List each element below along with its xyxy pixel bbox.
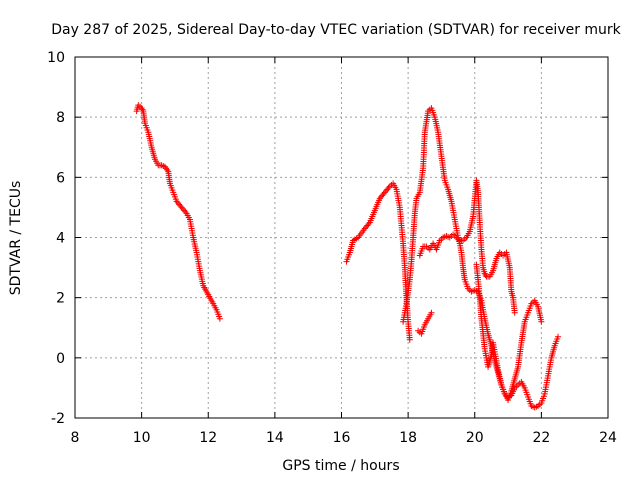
x-tick-label: 16 — [333, 430, 351, 446]
data-point — [406, 336, 413, 343]
y-tick-label: 10 — [47, 50, 65, 66]
series-segment-4 — [415, 309, 435, 337]
y-tick-label: 8 — [56, 110, 65, 126]
y-tick-label: 6 — [56, 170, 65, 186]
data-point — [511, 309, 518, 316]
series-segment-5 — [416, 177, 518, 316]
grid-lines — [75, 57, 608, 418]
x-tick-label: 14 — [266, 430, 284, 446]
chart-title: Day 287 of 2025, Sidereal Day-to-day VTE… — [51, 22, 621, 38]
x-tick-label: 10 — [133, 430, 151, 446]
x-tick-label: 18 — [399, 430, 417, 446]
data-points — [133, 102, 562, 411]
x-tick-label: 12 — [199, 430, 217, 446]
x-tick-label: 8 — [71, 430, 80, 446]
data-point — [428, 309, 435, 316]
y-tick-label: 2 — [56, 291, 65, 307]
data-point — [538, 318, 545, 325]
series-segment-6 — [473, 261, 562, 411]
x-axis-label: GPS time / hours — [282, 458, 399, 474]
y-tick-labels: -2 0 2 4 6 8 10 — [47, 50, 65, 427]
series-segment-1 — [133, 102, 223, 322]
x-tick-label: 20 — [466, 430, 484, 446]
data-point — [555, 333, 562, 340]
series-segment-2 — [343, 180, 413, 343]
y-tick-label: -2 — [51, 411, 65, 427]
x-tick-label: 24 — [599, 430, 617, 446]
data-point — [216, 315, 223, 322]
y-axis-label: SDTVAR / TECUs — [8, 181, 24, 296]
x-tick-label: 22 — [532, 430, 550, 446]
y-tick-label: 4 — [56, 231, 65, 247]
plot-frame — [74, 56, 609, 419]
x-tick-labels: 8 10 12 14 16 18 20 22 24 — [71, 430, 617, 446]
y-tick-label: 0 — [56, 351, 65, 367]
